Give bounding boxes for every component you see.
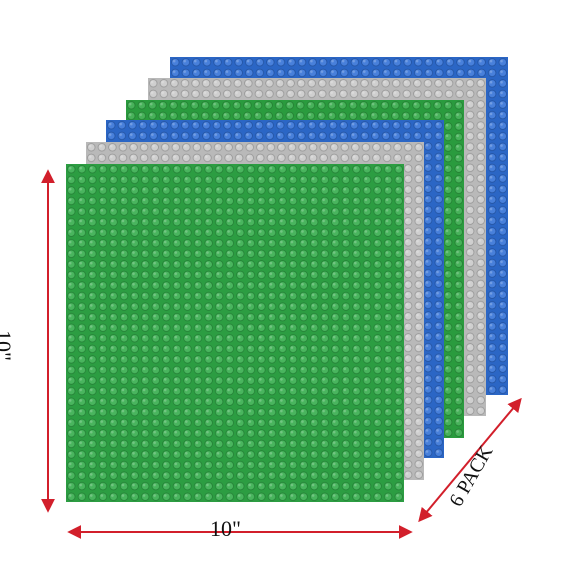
pack-depth-arrow (418, 397, 522, 523)
baseplate-green (66, 164, 404, 502)
height-label: 10" (0, 330, 16, 361)
stud-grid (66, 164, 404, 502)
width-label: 10" (210, 516, 241, 541)
baseplate-stack (66, 57, 508, 502)
